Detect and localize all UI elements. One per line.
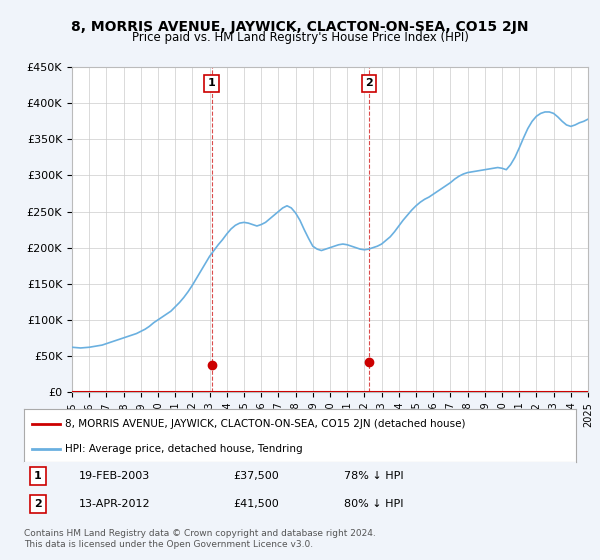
- Text: 19-FEB-2003: 19-FEB-2003: [79, 471, 151, 481]
- Text: HPI: Average price, detached house, Tendring: HPI: Average price, detached house, Tend…: [65, 444, 303, 454]
- Text: £37,500: £37,500: [234, 471, 280, 481]
- Text: 8, MORRIS AVENUE, JAYWICK, CLACTON-ON-SEA, CO15 2JN: 8, MORRIS AVENUE, JAYWICK, CLACTON-ON-SE…: [71, 20, 529, 34]
- Text: Price paid vs. HM Land Registry's House Price Index (HPI): Price paid vs. HM Land Registry's House …: [131, 31, 469, 44]
- Text: 8, MORRIS AVENUE, JAYWICK, CLACTON-ON-SEA, CO15 2JN (detached house): 8, MORRIS AVENUE, JAYWICK, CLACTON-ON-SE…: [65, 419, 466, 429]
- Text: 2: 2: [34, 499, 41, 509]
- Text: Contains HM Land Registry data © Crown copyright and database right 2024.
This d: Contains HM Land Registry data © Crown c…: [24, 529, 376, 549]
- Text: 13-APR-2012: 13-APR-2012: [79, 499, 151, 509]
- Text: 80% ↓ HPI: 80% ↓ HPI: [344, 499, 404, 509]
- Text: 1: 1: [208, 78, 215, 88]
- Text: 78% ↓ HPI: 78% ↓ HPI: [344, 471, 404, 481]
- Text: 2: 2: [365, 78, 373, 88]
- Text: £41,500: £41,500: [234, 499, 280, 509]
- Text: 1: 1: [34, 471, 41, 481]
